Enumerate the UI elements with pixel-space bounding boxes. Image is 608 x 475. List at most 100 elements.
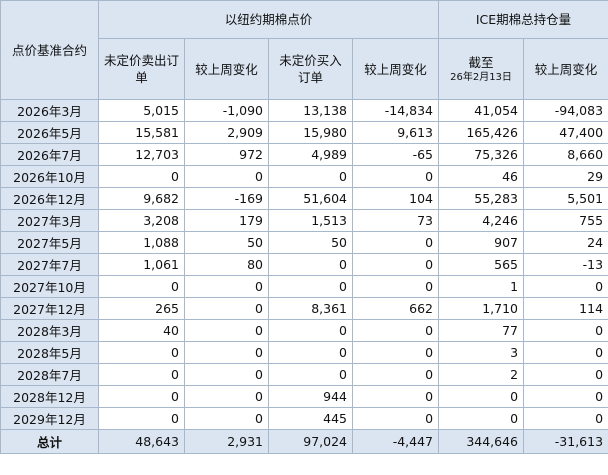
sell-change-cell: 0 — [184, 275, 269, 298]
table-row: 2026年5月 15,581 2,909 15,980 9,613 165,426 47,4… — [0, 121, 608, 144]
total-label: 总计 — [0, 429, 99, 454]
contract-cell: 2026年7月 — [0, 143, 99, 166]
sell-change-cell: 0 — [184, 319, 269, 342]
sell-change-cell: 2,909 — [184, 121, 269, 144]
unfixed-buy-cell: 0 — [268, 319, 353, 342]
table-row: 2026年10月 0 0 0 0 46 29 — [0, 165, 608, 188]
oi-change-cell: 47,400 — [523, 121, 608, 144]
unfixed-sell-cell: 0 — [98, 385, 185, 408]
open-interest-cell: 0 — [438, 407, 525, 430]
buy-change-cell: 0 — [351, 407, 440, 430]
sell-change-cell: 0 — [184, 363, 269, 386]
sell-change-cell: 0 — [184, 407, 269, 430]
oi-change-cell: -94,083 — [523, 99, 608, 122]
col-header-buy-change: 较上周变化 — [351, 38, 440, 100]
table-row: 2026年7月 12,703 972 4,989 -65 75,326 8,660 — [0, 143, 608, 166]
contract-cell: 2027年5月 — [0, 231, 99, 254]
open-interest-cell: 0 — [438, 385, 525, 408]
open-interest-cell: 165,426 — [438, 121, 525, 144]
oi-change-cell: 0 — [523, 363, 608, 386]
table-row: 2027年5月 1,088 50 50 0 907 24 — [0, 231, 608, 254]
contract-cell: 2027年10月 — [0, 275, 99, 298]
open-interest-cell: 46 — [438, 165, 525, 188]
sell-change-cell: -169 — [184, 187, 269, 210]
open-interest-cell: 4,246 — [438, 209, 525, 232]
cotton-on-call-table: 点价基准合约 以纽约期棉点价 ICE期棉总持仓量 未定价卖出订单 较上周变化 未… — [0, 0, 608, 454]
buy-change-cell: 0 — [351, 253, 440, 276]
sell-change-cell: 0 — [184, 385, 269, 408]
table-row: 2029年12月 0 0 445 0 0 0 — [0, 407, 608, 430]
unfixed-sell-cell: 5,015 — [98, 99, 185, 122]
unfixed-buy-cell: 1,513 — [268, 209, 353, 232]
oi-change-cell: 0 — [523, 319, 608, 342]
table-row: 2027年12月 265 0 8,361 662 1,710 114 — [0, 297, 608, 320]
unfixed-buy-cell: 13,138 — [268, 99, 353, 122]
oi-change-cell: 24 — [523, 231, 608, 254]
unfixed-sell-cell: 0 — [98, 341, 185, 364]
sell-change-cell: 80 — [184, 253, 269, 276]
open-interest-cell: 3 — [438, 341, 525, 364]
buy-change-cell: 0 — [351, 319, 440, 342]
contract-cell: 2026年10月 — [0, 165, 99, 188]
table-row: 2027年7月 1,061 80 0 0 565 -13 — [0, 253, 608, 276]
open-interest-cell: 565 — [438, 253, 525, 276]
total-buy: 97,024 — [268, 429, 353, 454]
buy-change-cell: -14,834 — [351, 99, 440, 122]
buy-change-cell: 0 — [351, 363, 440, 386]
contract-cell: 2026年3月 — [0, 99, 99, 122]
open-interest-cell: 41,054 — [438, 99, 525, 122]
unfixed-sell-cell: 12,703 — [98, 143, 185, 166]
unfixed-buy-cell: 0 — [268, 341, 353, 364]
table-body: 2026年3月 5,015 -1,090 13,138 -14,834 41,054 -94… — [0, 99, 608, 430]
total-sell-change: 2,931 — [184, 429, 269, 454]
unfixed-buy-cell: 944 — [268, 385, 353, 408]
oi-change-cell: 0 — [523, 341, 608, 364]
unfixed-buy-cell: 0 — [268, 165, 353, 188]
sell-change-cell: 0 — [184, 297, 269, 320]
table-row: 2028年12月 0 0 944 0 0 0 — [0, 385, 608, 408]
as-of-label: 截至 — [468, 54, 494, 70]
oi-change-cell: 5,501 — [523, 187, 608, 210]
oi-change-cell: 8,660 — [523, 143, 608, 166]
col-header-as-of: 截至 26年2月13日 — [438, 38, 525, 100]
contract-cell: 2028年12月 — [0, 385, 99, 408]
unfixed-sell-cell: 0 — [98, 363, 185, 386]
sell-change-cell: 50 — [184, 231, 269, 254]
group-header-ice: ICE期棉总持仓量 — [438, 0, 608, 39]
unfixed-sell-cell: 265 — [98, 297, 185, 320]
oi-change-cell: 29 — [523, 165, 608, 188]
unfixed-sell-cell: 0 — [98, 407, 185, 430]
unfixed-sell-cell: 15,581 — [98, 121, 185, 144]
open-interest-cell: 55,283 — [438, 187, 525, 210]
contract-cell: 2028年3月 — [0, 319, 99, 342]
contract-cell: 2027年7月 — [0, 253, 99, 276]
table-row: 2027年10月 0 0 0 0 1 0 — [0, 275, 608, 298]
oi-change-cell: -13 — [523, 253, 608, 276]
table-row: 2027年3月 3,208 179 1,513 73 4,246 755 — [0, 209, 608, 232]
open-interest-cell: 77 — [438, 319, 525, 342]
col-header-unfixed-buy: 未定价买入订单 — [268, 38, 353, 100]
unfixed-buy-cell: 8,361 — [268, 297, 353, 320]
contract-cell: 2026年12月 — [0, 187, 99, 210]
buy-change-cell: 0 — [351, 385, 440, 408]
open-interest-cell: 2 — [438, 363, 525, 386]
buy-change-cell: 662 — [351, 297, 440, 320]
unfixed-buy-cell: 51,604 — [268, 187, 353, 210]
unfixed-buy-cell: 0 — [268, 363, 353, 386]
unfixed-buy-cell: 0 — [268, 253, 353, 276]
buy-change-cell: 0 — [351, 275, 440, 298]
open-interest-cell: 1,710 — [438, 297, 525, 320]
table-row: 2026年12月 9,682 -169 51,604 104 55,283 5,501 — [0, 187, 608, 210]
buy-change-cell: 104 — [351, 187, 440, 210]
oi-change-cell: 114 — [523, 297, 608, 320]
contract-cell: 2027年12月 — [0, 297, 99, 320]
unfixed-sell-cell: 1,061 — [98, 253, 185, 276]
unfixed-sell-cell: 40 — [98, 319, 185, 342]
total-row: 总计 48,643 2,931 97,024 -4,447 344,646 -3… — [0, 429, 608, 454]
buy-change-cell: 73 — [351, 209, 440, 232]
group-header-ny: 以纽约期棉点价 — [97, 0, 440, 39]
open-interest-cell: 1 — [438, 275, 525, 298]
col-header-oi-change: 较上周变化 — [523, 38, 608, 100]
buy-change-cell: 9,613 — [351, 121, 440, 144]
col-header-unfixed-sell: 未定价卖出订单 — [98, 38, 185, 100]
